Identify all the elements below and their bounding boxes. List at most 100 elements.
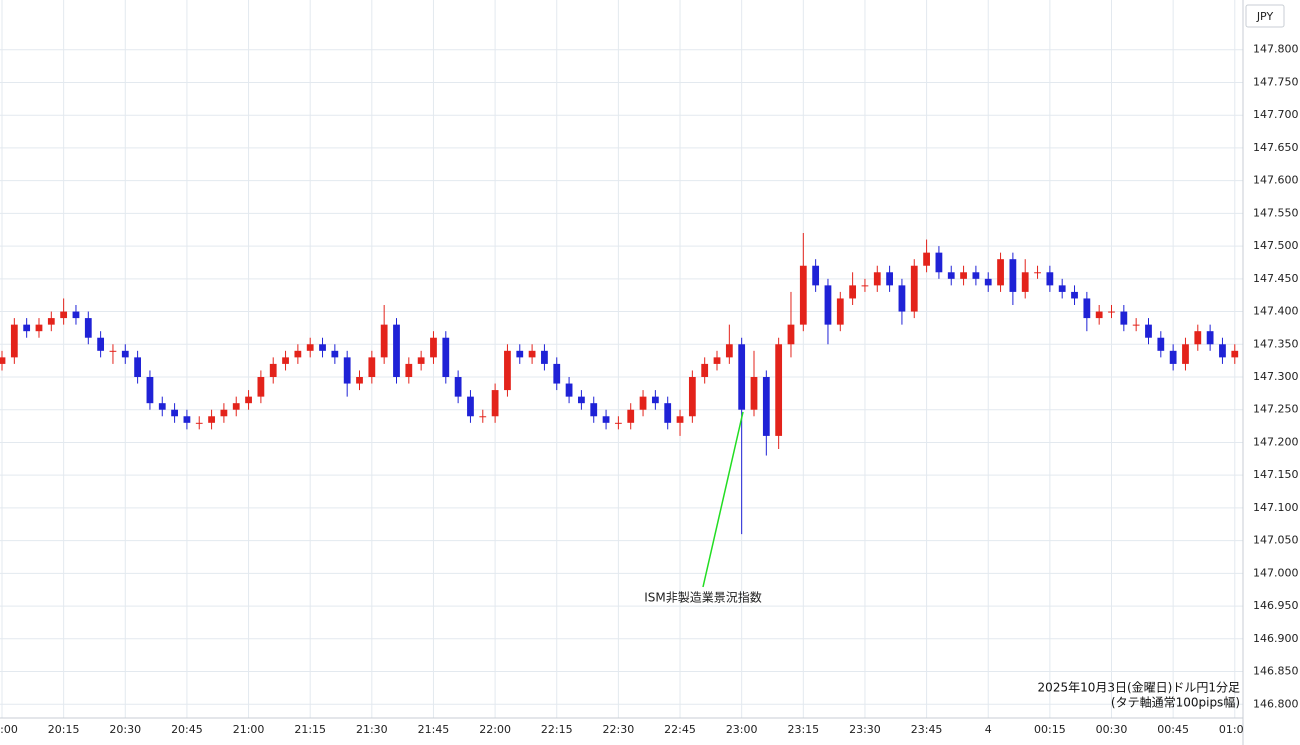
candle-body [1182,344,1189,364]
y-axis: 146.800 146.850 146.900 146.950 147.000 147.0… [1253,43,1299,711]
candle-body [1169,350,1177,364]
candle-body [1194,331,1202,345]
candle-body [72,311,80,319]
candle-body [849,285,857,299]
y-tick-label: 147.650 [1253,141,1299,154]
annotation-pointer [702,411,744,588]
candle-body [1206,331,1214,345]
candle-body [319,344,326,351]
candle-body [430,337,437,358]
candle-body [1034,272,1041,274]
candle-body [245,396,252,404]
candle-body [158,403,166,410]
candle-body [343,357,351,384]
candle-body [824,285,832,325]
candle-body [393,324,400,377]
candle-body [467,396,474,417]
candle-body [1145,324,1152,338]
y-tick-label: 147.300 [1253,370,1299,383]
candle-body [380,324,388,358]
candle-body [1120,311,1128,325]
y-tick-label: 147.600 [1253,174,1299,187]
x-tick-label: 01:00 [1219,723,1251,736]
candle-body [541,350,548,364]
candle-body [146,376,154,404]
candle-body [651,396,659,404]
candle-body [504,350,511,391]
candle-body [1095,311,1103,319]
price-axis-panel [1243,0,1300,745]
candle-body [220,409,228,417]
candle-body [331,350,339,358]
candle-body [615,422,622,424]
candle-body [738,344,746,410]
candle-body [183,416,191,423]
candle-body [84,318,92,338]
x-tick-label: 22:30 [603,723,635,736]
candle-body [799,265,807,325]
candle-body [232,403,240,410]
candle-body [368,357,376,377]
candle-body [195,422,203,424]
x-tick-label: 20:30 [109,723,141,736]
candle-body [750,376,758,410]
candle-body [454,376,462,397]
y-tick-label: 147.450 [1253,272,1299,285]
candle-body [713,357,721,364]
candle-body [257,376,265,397]
x-tick-label: 20:15 [48,723,80,736]
x-tick-label: 23:15 [787,723,819,736]
x-tick-label: 22:00 [479,723,511,736]
candle-body [417,357,425,364]
candle-body [787,324,795,345]
candle-body [1021,272,1029,292]
candle-body [23,324,31,332]
note-line: (タテ軸通常100pips幅) [1111,695,1240,710]
candle-body [910,265,918,312]
candle-body [688,376,696,417]
candle-body [516,350,524,358]
y-tick-label: 146.800 [1253,697,1299,710]
candle-body [1231,350,1239,358]
x-tick-label: 22:15 [541,723,573,736]
candle-body [960,272,967,279]
candle-body [1132,324,1140,326]
y-tick-label: 147.200 [1253,435,1299,448]
y-tick-label: 146.950 [1253,599,1299,612]
candle-body [0,357,6,364]
x-tick-label: 21:30 [356,723,388,736]
y-tick-label: 147.000 [1253,566,1299,579]
x-tick-label: 21:00 [233,723,265,736]
candle-body [1071,291,1078,299]
y-tick-label: 146.850 [1253,665,1299,678]
candle-body [553,363,561,384]
candle-body [60,311,68,319]
y-tick-label: 147.400 [1253,305,1299,318]
y-tick-label: 147.050 [1253,534,1299,547]
y-tick-label: 147.150 [1253,468,1299,481]
x-tick-label: 20:00 [0,723,18,736]
candle-body [1058,285,1066,292]
candle-body [590,403,598,417]
x-tick-label: 4 [985,723,992,736]
x-tick-label: 21:45 [418,723,450,736]
candle-body [861,285,869,287]
candle-body [664,403,672,423]
y-tick-label: 147.550 [1253,206,1299,219]
candle-body [997,259,1004,286]
currency-box[interactable] [1245,4,1285,28]
candle-body [639,396,647,410]
candle-body [984,278,992,286]
y-tick-label: 147.100 [1253,501,1299,514]
candle-body [356,376,363,384]
x-tick-label: 23:30 [849,723,881,736]
candle-body [35,324,43,332]
candle-body [935,252,943,273]
x-tick-label: 21:15 [294,723,326,736]
x-tick-label: 23:00 [726,723,758,736]
candle-body [405,363,413,377]
candle-body [565,383,573,397]
candle-body [812,265,820,286]
